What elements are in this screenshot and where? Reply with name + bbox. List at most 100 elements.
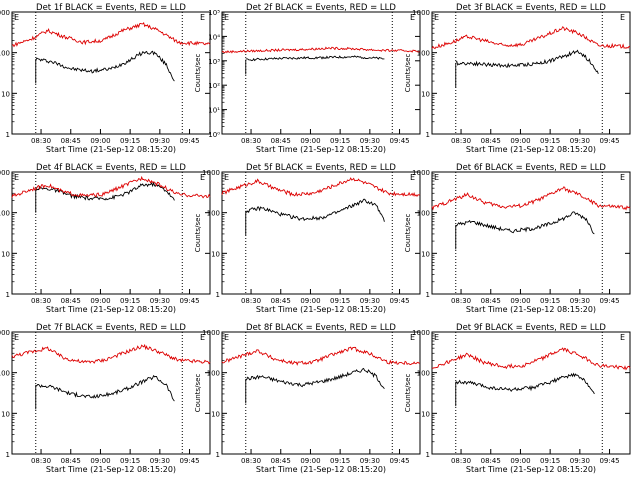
x-axis-label: Start Time (21-Sep-12 08:15:20) — [466, 305, 596, 314]
y-tick-label: 1 — [216, 451, 220, 459]
plot-title: Det 5f BLACK = Events, RED = LLD — [246, 163, 396, 173]
y-axis-label: Counts/sec — [404, 374, 412, 413]
corner-marker-right: E — [200, 173, 205, 182]
x-tick-label: 09:45 — [599, 457, 619, 465]
y-tick-label: 10³ — [208, 58, 220, 66]
detector-plot-8: Det 8f BLACK = Events, RED = LLD E E 1 10 100… — [194, 323, 421, 474]
plot-title: Det 2f BLACK = Events, RED = LLD — [246, 3, 396, 13]
x-tick-label: 09:45 — [599, 137, 619, 145]
y-tick-label: 1 — [6, 291, 10, 299]
x-tick-label: 09:15 — [330, 297, 350, 305]
y-axis-label: Counts/sec — [404, 54, 412, 93]
series-lld-line — [11, 343, 211, 365]
plot-frame — [431, 11, 631, 135]
y-tick-label: 1000 — [202, 329, 220, 337]
x-axis-label: Start Time (21-Sep-12 08:15:20) — [46, 305, 176, 314]
plot-title: Det 3f BLACK = Events, RED = LLD — [456, 3, 606, 13]
plot-title: Det 8f BLACK = Events, RED = LLD — [246, 323, 396, 333]
y-tick-label: 10 — [1, 410, 10, 418]
corner-marker-left: E — [224, 173, 229, 182]
y-tick-label: 100 — [207, 210, 220, 218]
x-tick-label: 08:30 — [451, 297, 471, 305]
y-tick-label: 10² — [208, 82, 220, 90]
x-tick-label: 09:00 — [90, 297, 110, 305]
series-lld-line — [11, 175, 211, 199]
x-axis-label: Start Time (21-Sep-12 08:15:20) — [46, 465, 176, 474]
y-tick-label: 10 — [211, 250, 220, 258]
x-tick-label: 09:30 — [360, 137, 380, 145]
corner-marker-left: E — [434, 173, 439, 182]
plot-frame — [221, 11, 421, 135]
x-tick-label: 08:45 — [61, 297, 81, 305]
series-events-line — [245, 198, 385, 222]
x-tick-label: 09:45 — [179, 297, 199, 305]
plot-title: Det 6f BLACK = Events, RED = LLD — [456, 163, 606, 173]
x-tick-label: 09:30 — [360, 297, 380, 305]
corner-marker-left: E — [14, 13, 19, 22]
x-tick-label: 09:30 — [570, 457, 590, 465]
y-tick-label: 100 — [417, 210, 430, 218]
x-axis-label: Start Time (21-Sep-12 08:15:20) — [256, 305, 386, 314]
corner-marker-left: E — [434, 13, 439, 22]
corner-marker-right: E — [200, 333, 205, 342]
x-tick-label: 09:00 — [510, 137, 530, 145]
x-tick-label: 09:15 — [120, 297, 140, 305]
series-lld-line — [431, 26, 631, 50]
x-tick-label: 08:45 — [481, 457, 501, 465]
y-tick-label: 100 — [417, 50, 430, 58]
detector-plot-3: Det 3f BLACK = Events, RED = LLD E E 1 10 100… — [404, 3, 631, 154]
plot-frame — [11, 171, 211, 295]
detector-plot-4: Det 4f BLACK = Events, RED = LLD E E 1 10 100… — [0, 163, 211, 314]
x-tick-label: 09:00 — [510, 457, 530, 465]
x-tick-label: 08:30 — [241, 297, 261, 305]
corner-marker-left: E — [434, 333, 439, 342]
x-tick-label: 08:45 — [271, 297, 291, 305]
x-tick-label: 08:30 — [31, 457, 51, 465]
x-tick-label: 09:15 — [540, 457, 560, 465]
x-tick-label: 08:30 — [241, 457, 261, 465]
plot-frame — [431, 331, 631, 455]
y-tick-label: 1000 — [0, 169, 10, 177]
plot-frame — [11, 11, 211, 135]
x-tick-label: 08:45 — [481, 297, 501, 305]
plot-frame — [221, 171, 421, 295]
x-tick-label: 09:00 — [90, 137, 110, 145]
plot-frame — [221, 331, 421, 455]
corner-marker-right: E — [620, 173, 625, 182]
y-tick-label: 1 — [426, 451, 430, 459]
x-tick-label: 09:00 — [300, 297, 320, 305]
plot-frame — [431, 171, 631, 295]
y-tick-label: 10 — [421, 90, 430, 98]
y-tick-label: 1 — [6, 451, 10, 459]
y-tick-label: 1000 — [412, 169, 430, 177]
series-events-line — [245, 55, 385, 62]
y-tick-label: 10 — [1, 250, 10, 258]
y-tick-label: 100 — [207, 370, 220, 378]
y-tick-label: 1 — [426, 131, 430, 139]
series-events-line — [455, 211, 595, 235]
plot-title: Det 1f BLACK = Events, RED = LLD — [36, 3, 186, 13]
plot-frame — [11, 331, 211, 455]
series-events-line — [245, 367, 385, 390]
x-tick-label: 08:30 — [451, 457, 471, 465]
x-axis-label: Start Time (21-Sep-12 08:15:20) — [256, 465, 386, 474]
series-events-line — [35, 50, 175, 82]
detector-plot-1: Det 1f BLACK = Events, RED = LLD E E 1 10 100… — [0, 3, 211, 154]
x-tick-label: 09:00 — [300, 137, 320, 145]
y-axis-label: Counts/sec — [194, 214, 202, 253]
detector-plot-5: Det 5f BLACK = Events, RED = LLD E E 1 10 100… — [194, 163, 421, 314]
x-axis-label: Start Time (21-Sep-12 08:15:20) — [256, 145, 386, 154]
y-tick-label: 100 — [0, 50, 10, 58]
x-tick-label: 08:30 — [31, 297, 51, 305]
y-tick-label: 1 — [426, 291, 430, 299]
detector-plot-7: Det 7f BLACK = Events, RED = LLD E E 1 10 100… — [0, 323, 211, 474]
x-tick-label: 09:30 — [150, 137, 170, 145]
x-tick-label: 09:30 — [150, 297, 170, 305]
x-tick-label: 09:15 — [330, 457, 350, 465]
x-tick-label: 09:00 — [300, 457, 320, 465]
y-tick-label: 10 — [421, 410, 430, 418]
detector-plot-2: Det 2f BLACK = Events, RED = LLD E E 10⁰ 10¹… — [194, 3, 421, 154]
series-lld-line — [221, 46, 421, 54]
x-tick-label: 09:45 — [389, 297, 409, 305]
y-tick-label: 100 — [0, 210, 10, 218]
